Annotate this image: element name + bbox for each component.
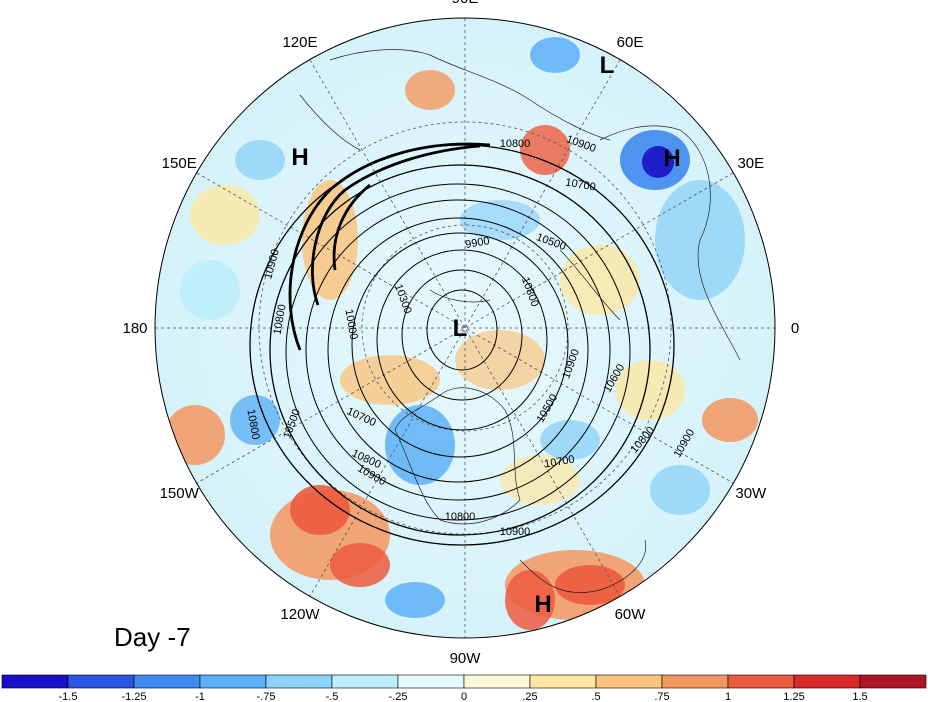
longitude-label: 150E — [162, 155, 197, 172]
anomaly-shading — [165, 37, 758, 630]
colorbar-tick: -1 — [195, 691, 205, 702]
colorbar-tick: .25 — [522, 691, 537, 702]
longitude-label: 180 — [122, 320, 147, 337]
contour-label: 9900 — [464, 235, 490, 251]
contour-label: 10900 — [500, 526, 531, 538]
colorbar-tick: 0 — [461, 691, 467, 702]
longitude-label: 150W — [160, 485, 200, 502]
longitude-label: 120W — [280, 606, 320, 623]
contour-label: 10800 — [244, 408, 261, 440]
panel-label: Day -7 — [114, 622, 191, 652]
low-pole: L — [453, 315, 468, 342]
colorbar-tick: 1.25 — [783, 691, 804, 702]
colorbar-tick: -.5 — [326, 691, 339, 702]
colorbar-tick: .75 — [654, 691, 669, 702]
longitude-label: 30W — [735, 485, 767, 502]
contour-label: 10800 — [445, 511, 476, 523]
longitude-label: 60E — [617, 34, 644, 51]
low-60e: L — [600, 52, 615, 79]
longitude-label: 120E — [282, 34, 317, 51]
colorbar-swatch — [265, 674, 333, 689]
colorbar-tick: -1.25 — [121, 691, 146, 702]
contour-label: 10000 — [342, 308, 359, 340]
high-scandinavia: H — [663, 145, 680, 172]
colorbar-swatch — [727, 674, 795, 689]
contour-label: 10800 — [500, 138, 531, 150]
longitude-label: 90W — [450, 650, 482, 667]
map-disk — [155, 18, 775, 638]
longitude-labels: 90E 60E 30E 0 30W 60W 90W 120W 150W 180 150E 120E — [122, 0, 799, 667]
colorbar-swatch — [793, 674, 861, 689]
colorbar-tick: 1 — [725, 691, 731, 702]
high-caribbean: H — [534, 591, 551, 618]
colorbar-swatch — [1, 674, 69, 689]
colorbar-swatch — [859, 674, 927, 689]
map-boundary — [154, 17, 776, 639]
colorbar: -1.5 -1.25 -1 -.75 -.5 -.25 0 .25 .5 .75 1 1.25 1.5 — [1, 674, 927, 702]
coastlines — [299, 49, 741, 593]
colorbar-swatch — [529, 674, 597, 689]
colorbar-swatch — [661, 674, 729, 689]
longitude-label: 30E — [737, 155, 764, 172]
contour-label: 10700 — [564, 176, 596, 193]
colorbar-tick: 1.5 — [852, 691, 867, 702]
colorbar-tick: -.25 — [389, 691, 408, 702]
high-pacific: H — [291, 144, 308, 171]
longitude-label: 90E — [452, 0, 479, 7]
colorbar-tick: .5 — [591, 691, 600, 702]
colorbar-tick: -.75 — [257, 691, 276, 702]
jet-contours — [288, 142, 491, 351]
contour-label: 10800 — [271, 303, 288, 335]
longitude-label: 60W — [615, 606, 647, 623]
colorbar-tick: -1.5 — [59, 691, 78, 702]
colorbar-swatch — [463, 674, 531, 689]
contour-label: 10700 — [543, 453, 575, 470]
colorbar-swatch — [397, 674, 465, 689]
colorbar-swatch — [199, 674, 267, 689]
colorbar-swatch — [331, 674, 399, 689]
longitude-label: 0 — [791, 320, 799, 337]
colorbar-swatch — [595, 674, 663, 689]
colorbar-swatch — [133, 674, 201, 689]
colorbar-swatch — [67, 674, 135, 689]
